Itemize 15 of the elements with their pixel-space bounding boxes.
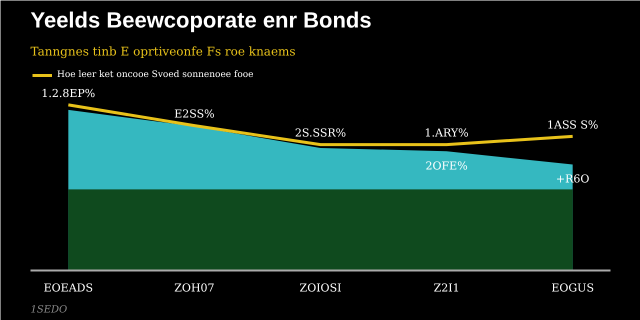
x-tick-label: ZOIOSI [300, 282, 342, 294]
annotation: 1.ARY% [424, 126, 469, 140]
x-tick-label: EOGUS [551, 282, 594, 294]
x-tick-label: Z2I1 [434, 282, 460, 294]
legend-label: Hoe leer ket oncooe Svoed sonnenoee fooe [57, 70, 254, 80]
annotation: E2SS% [174, 108, 215, 121]
annotation: 1.2.8EP% [41, 86, 96, 100]
text: 1SEDO [30, 304, 68, 316]
annotation: 2OFE% [426, 159, 468, 172]
annotation: 1ASS S% [547, 118, 598, 132]
chart-subtitle: Tanngnes tinb E oprtiveonfe Fs roe knaems [30, 44, 296, 58]
annotation: 2S.SSR% [294, 126, 346, 140]
chart-title: Yeelds Beewcoporate enr Bonds [30, 8, 372, 32]
x-tick-label: ZOH07 [174, 282, 215, 294]
x-tick-label: EOEADS [44, 282, 94, 294]
